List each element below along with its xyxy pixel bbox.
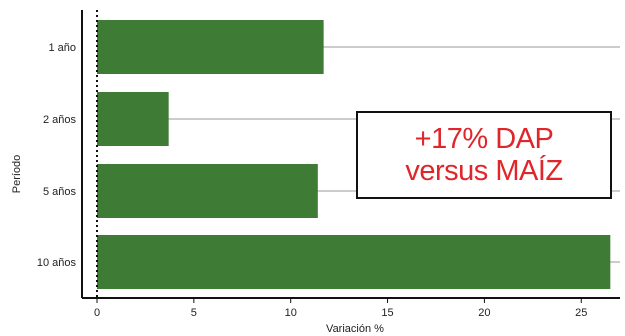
bar-2 [97, 164, 318, 218]
bar-1 [97, 92, 169, 146]
x-tick-label: 5 [191, 307, 197, 319]
bar-3 [97, 235, 611, 289]
y-tick-label: 10 años [37, 257, 77, 269]
x-tick-label: 15 [381, 307, 393, 319]
callout-line-1: +17% DAP [414, 123, 554, 155]
callout-box: +17% DAP versus MAÍZ [356, 111, 612, 199]
x-tick-label: 0 [94, 307, 100, 319]
x-tick-label: 10 [285, 307, 297, 319]
x-axis-title: Variación % [326, 323, 384, 335]
y-tick-label: 1 año [48, 42, 76, 54]
x-tick-label: 25 [575, 307, 587, 319]
bar-0 [97, 20, 324, 74]
x-tick-label: 20 [478, 307, 490, 319]
y-axis-title: Período [11, 155, 23, 194]
y-tick-label: 5 años [43, 186, 77, 198]
callout-line-2: versus MAÍZ [405, 155, 563, 187]
y-tick-label: 2 años [43, 114, 77, 126]
